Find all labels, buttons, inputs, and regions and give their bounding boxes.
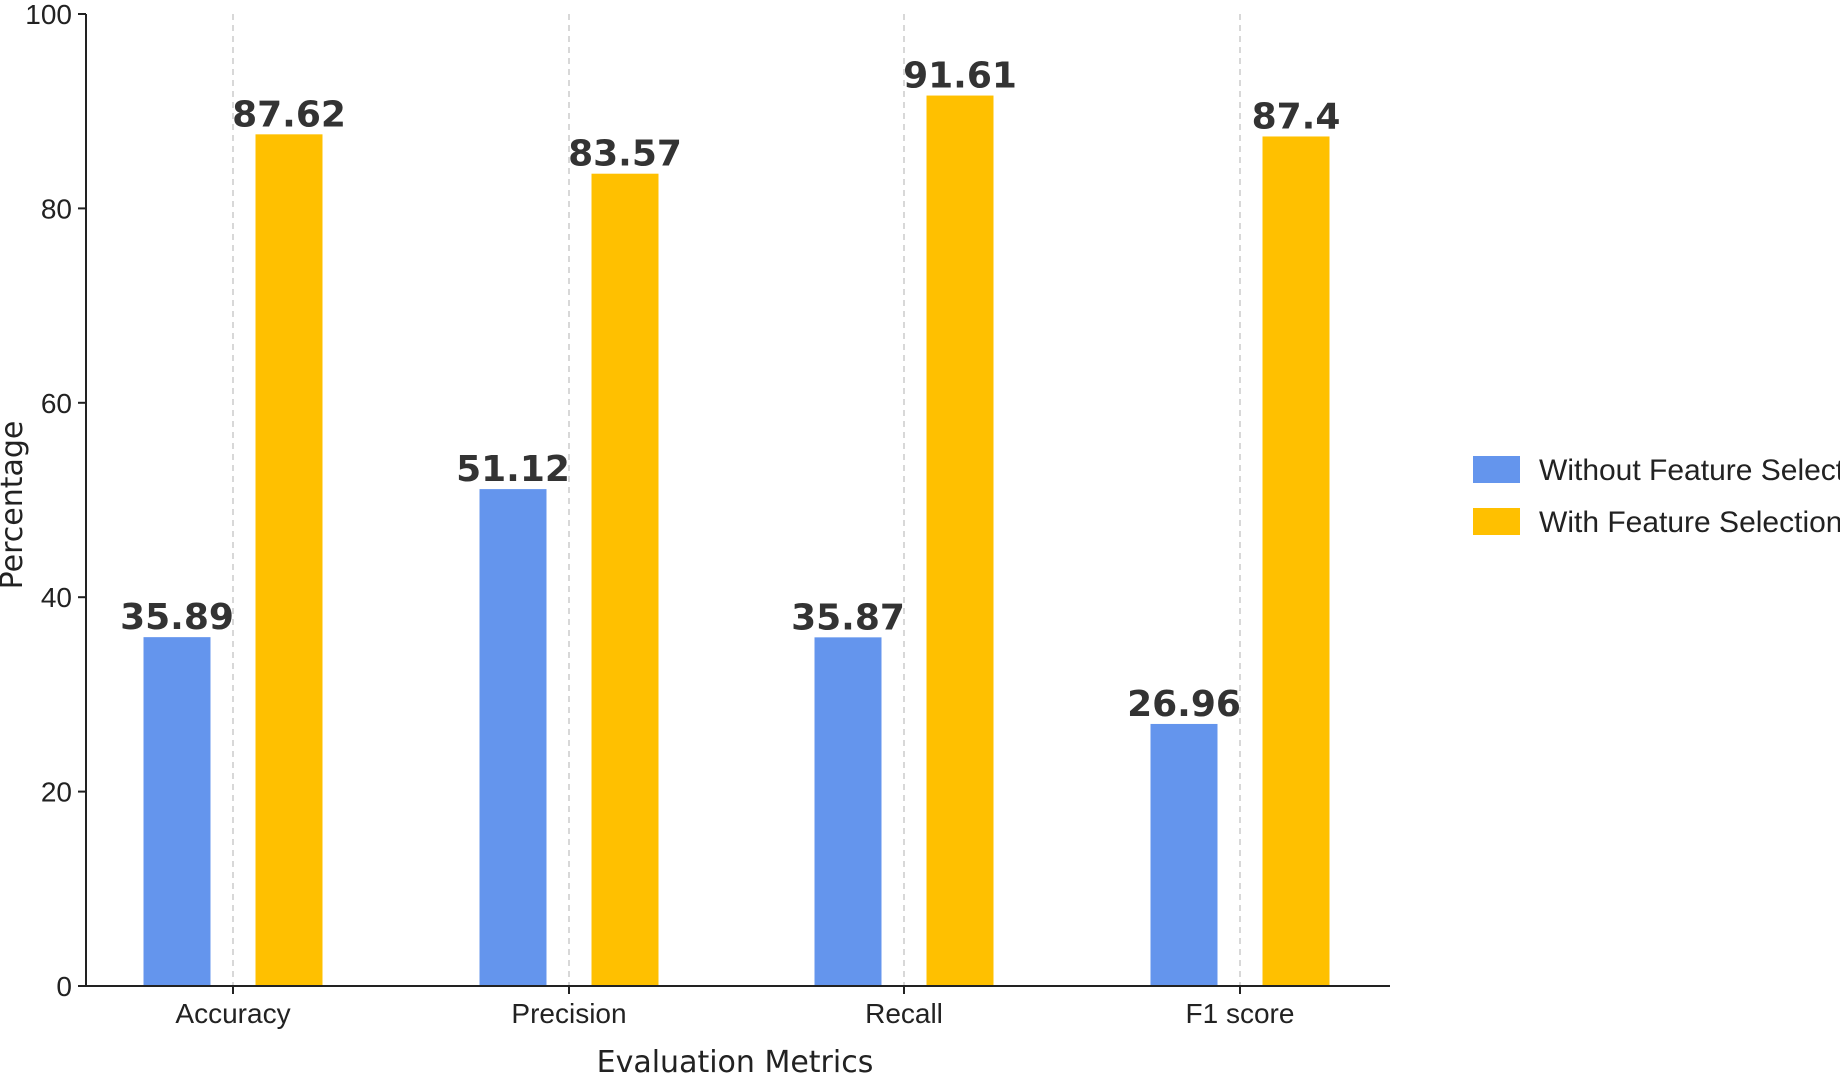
x-tick-label: F1 score (1186, 998, 1295, 1029)
bars-layer (143, 95, 1330, 987)
y-tick-label: 0 (56, 971, 72, 1002)
y-tick-label: 60 (41, 388, 72, 419)
legend-label: Without Feature Selection (1539, 454, 1840, 487)
axes-layer (85, 14, 1390, 987)
legend-label: With Feature Selection (1539, 506, 1840, 539)
data-label: 83.57 (568, 134, 682, 175)
bar (1150, 723, 1218, 986)
data-label: 35.89 (120, 597, 234, 638)
bar (814, 637, 882, 986)
bar (1262, 136, 1330, 987)
bar (479, 489, 547, 986)
data-label: 35.87 (791, 597, 905, 638)
x-axis-title: Evaluation Metrics (597, 1045, 874, 1076)
y-tick-label: 80 (41, 193, 72, 224)
x-tick-label: Recall (865, 998, 943, 1029)
data-label: 87.62 (232, 94, 346, 135)
bar (591, 173, 659, 987)
bar (255, 134, 323, 986)
bar (143, 637, 211, 986)
y-axis-title: Percentage (0, 421, 30, 590)
y-tick-label: 20 (41, 777, 72, 808)
value-labels-layer: 35.89 51.12 35.87 26.96 87.62 83.57 91.61 87.4 (120, 56, 1340, 725)
y-tick-label: 100 (25, 0, 72, 30)
ticks-layer: 0 20 40 60 80 100 Accuracy Precision Recall F1 sc… (25, 0, 1294, 1029)
x-tick-label: Accuracy (175, 998, 290, 1029)
x-tick-label: Precision (511, 998, 626, 1029)
data-label: 26.96 (1127, 684, 1241, 725)
data-label: 87.4 (1252, 96, 1341, 137)
y-tick-label: 40 (41, 582, 72, 613)
bar (926, 95, 994, 987)
data-label: 51.12 (456, 449, 570, 490)
legend-swatch (1473, 508, 1520, 535)
legend-swatch (1473, 456, 1520, 483)
data-label: 91.61 (903, 56, 1017, 97)
legend: Without Feature Selection With Feature Se… (1473, 454, 1840, 539)
grid-layer (232, 14, 1241, 986)
